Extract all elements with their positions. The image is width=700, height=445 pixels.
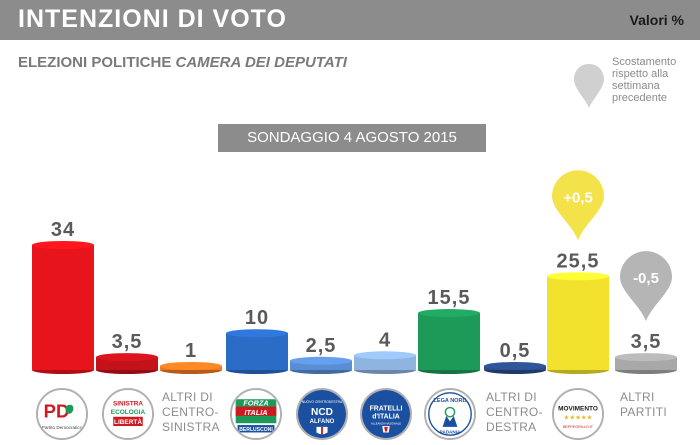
- fdi-line3: ALLEANZA NAZIONALE: [371, 422, 401, 426]
- lega-top: LEGA NORD: [434, 398, 467, 404]
- legend-text: Scostamento rispetto alla settimana prec…: [612, 56, 677, 104]
- bar-top: [96, 353, 158, 362]
- m5s-stars: ★★★★★: [564, 414, 593, 422]
- bar-value-label: 3,5: [112, 331, 143, 353]
- bar-value-label: 15,5: [428, 287, 471, 309]
- change-legend: Scostamento rispetto alla settimana prec…: [572, 56, 700, 116]
- label-altri-centrodestra: ALTRI DI CENTRO- DESTRA: [486, 390, 543, 434]
- bar-value-label: 10: [245, 307, 269, 329]
- bar-value-label: 4: [379, 329, 391, 351]
- bar-group: 3,5: [615, 331, 677, 374]
- bar-value-label: 2,5: [306, 335, 337, 357]
- bar-top: [547, 272, 609, 281]
- ncd-mid: NCD: [311, 407, 333, 418]
- bar-group: 2,5: [290, 335, 352, 374]
- bar-value-label: 25,5: [557, 250, 600, 272]
- bar-group: 1: [160, 340, 222, 374]
- bar-group: 10: [226, 307, 288, 374]
- m5s-bottom: BEPPEGRILLO.IT: [563, 425, 594, 429]
- ncd-bottom: ALFANO: [310, 419, 335, 425]
- sel-logo: SINISTRA ECOLOGIA LIBERTÀ: [102, 388, 154, 440]
- bar-top: [418, 309, 480, 318]
- bar-top: [226, 329, 288, 338]
- bar-value-label: 34: [51, 219, 75, 241]
- fratelli-italia-logo: FRATELLI d'ITALIA ALLEANZA NAZIONALE: [360, 388, 412, 440]
- bar: [226, 333, 288, 370]
- fi-line3: BERLUSCONI: [239, 427, 273, 433]
- pd-logo-mark: PD: [44, 401, 70, 422]
- label-altri-centrosinistra: ALTRI DI CENTRO- SINISTRA: [162, 390, 220, 434]
- sel-line3: LIBERTÀ: [114, 417, 142, 426]
- change-label: +0,5: [563, 189, 593, 206]
- bar-top: [160, 362, 222, 370]
- bar-group: 34: [32, 219, 94, 374]
- bar-value-label: 0,5: [500, 340, 531, 362]
- bar-group: 4: [354, 329, 416, 374]
- chart-subtitle: ELEZIONI POLITICHE CAMERA DEI DEPUTATI: [18, 54, 347, 71]
- change-pin: [552, 170, 604, 241]
- header-bar: INTENZIONI DI VOTO Valori %: [0, 0, 700, 40]
- sel-line1: SINISTRA: [113, 401, 143, 408]
- pd-logo: PD Partito Democratico: [36, 388, 88, 440]
- subtitle-italic: CAMERA DEI DEPUTATI: [175, 54, 347, 71]
- lega-bottom: PADANIA: [440, 429, 461, 434]
- lega-nord-logo: LEGA NORD PADANIA: [424, 388, 476, 440]
- bar: [354, 355, 416, 370]
- bar-top: [290, 356, 352, 365]
- bar-value-label: 1: [185, 340, 197, 362]
- m5s-top: MOVIMENTO: [558, 405, 598, 412]
- bar-top: [354, 351, 416, 360]
- change-marker: -0,5: [620, 251, 672, 322]
- unit-label: Valori %: [629, 12, 684, 28]
- bar-group: 3,5: [96, 331, 158, 374]
- bar-top: [32, 241, 94, 249]
- fdi-line1: FRATELLI: [370, 405, 403, 412]
- label-altri-partiti: ALTRI PARTITI: [620, 390, 667, 419]
- bar: [32, 245, 94, 370]
- bar-top: [484, 362, 546, 370]
- subtitle-prefix: ELEZIONI POLITICHE: [18, 54, 172, 71]
- fdi-line2: d'ITALIA: [372, 414, 400, 421]
- bar: [418, 313, 480, 370]
- bar-top: [615, 353, 677, 362]
- bar-group: 15,5: [418, 287, 480, 374]
- page-title: INTENZIONI DI VOTO: [18, 5, 287, 33]
- bar: [547, 276, 609, 370]
- bar-group: 0,5: [484, 340, 546, 374]
- change-pin: [620, 251, 672, 322]
- pd-logo-caption: Partito Democratico: [42, 425, 83, 430]
- change-label: -0,5: [633, 270, 659, 287]
- bar: [290, 360, 352, 370]
- bar-group: 25,5: [547, 250, 609, 374]
- m5s-logo: MOVIMENTO ★★★★★ BEPPEGRILLO.IT: [552, 388, 604, 440]
- survey-date-banner: SONDAGGIO 4 AGOSTO 2015: [218, 124, 486, 152]
- forza-italia-logo: FORZA ITALIA BERLUSCONI: [230, 388, 282, 440]
- sel-line2: ECOLOGIA: [111, 409, 146, 416]
- bar-value-label: 3,5: [631, 331, 662, 353]
- fi-line1: FORZA: [243, 399, 268, 408]
- legend-marker-icon: [574, 64, 604, 108]
- fi-line2: ITALIA: [244, 408, 267, 417]
- change-marker: +0,5: [552, 170, 604, 241]
- ncd-top: NUOVO CENTRODESTRA: [302, 400, 343, 404]
- bar-chart: 34 3,5 1 10 2,5 4 15,5 0,5 25,5 3,5 +0,5 -0,5: [32, 170, 677, 374]
- ncd-logo: NUOVO CENTRODESTRA NCD ALFANO: [296, 388, 348, 440]
